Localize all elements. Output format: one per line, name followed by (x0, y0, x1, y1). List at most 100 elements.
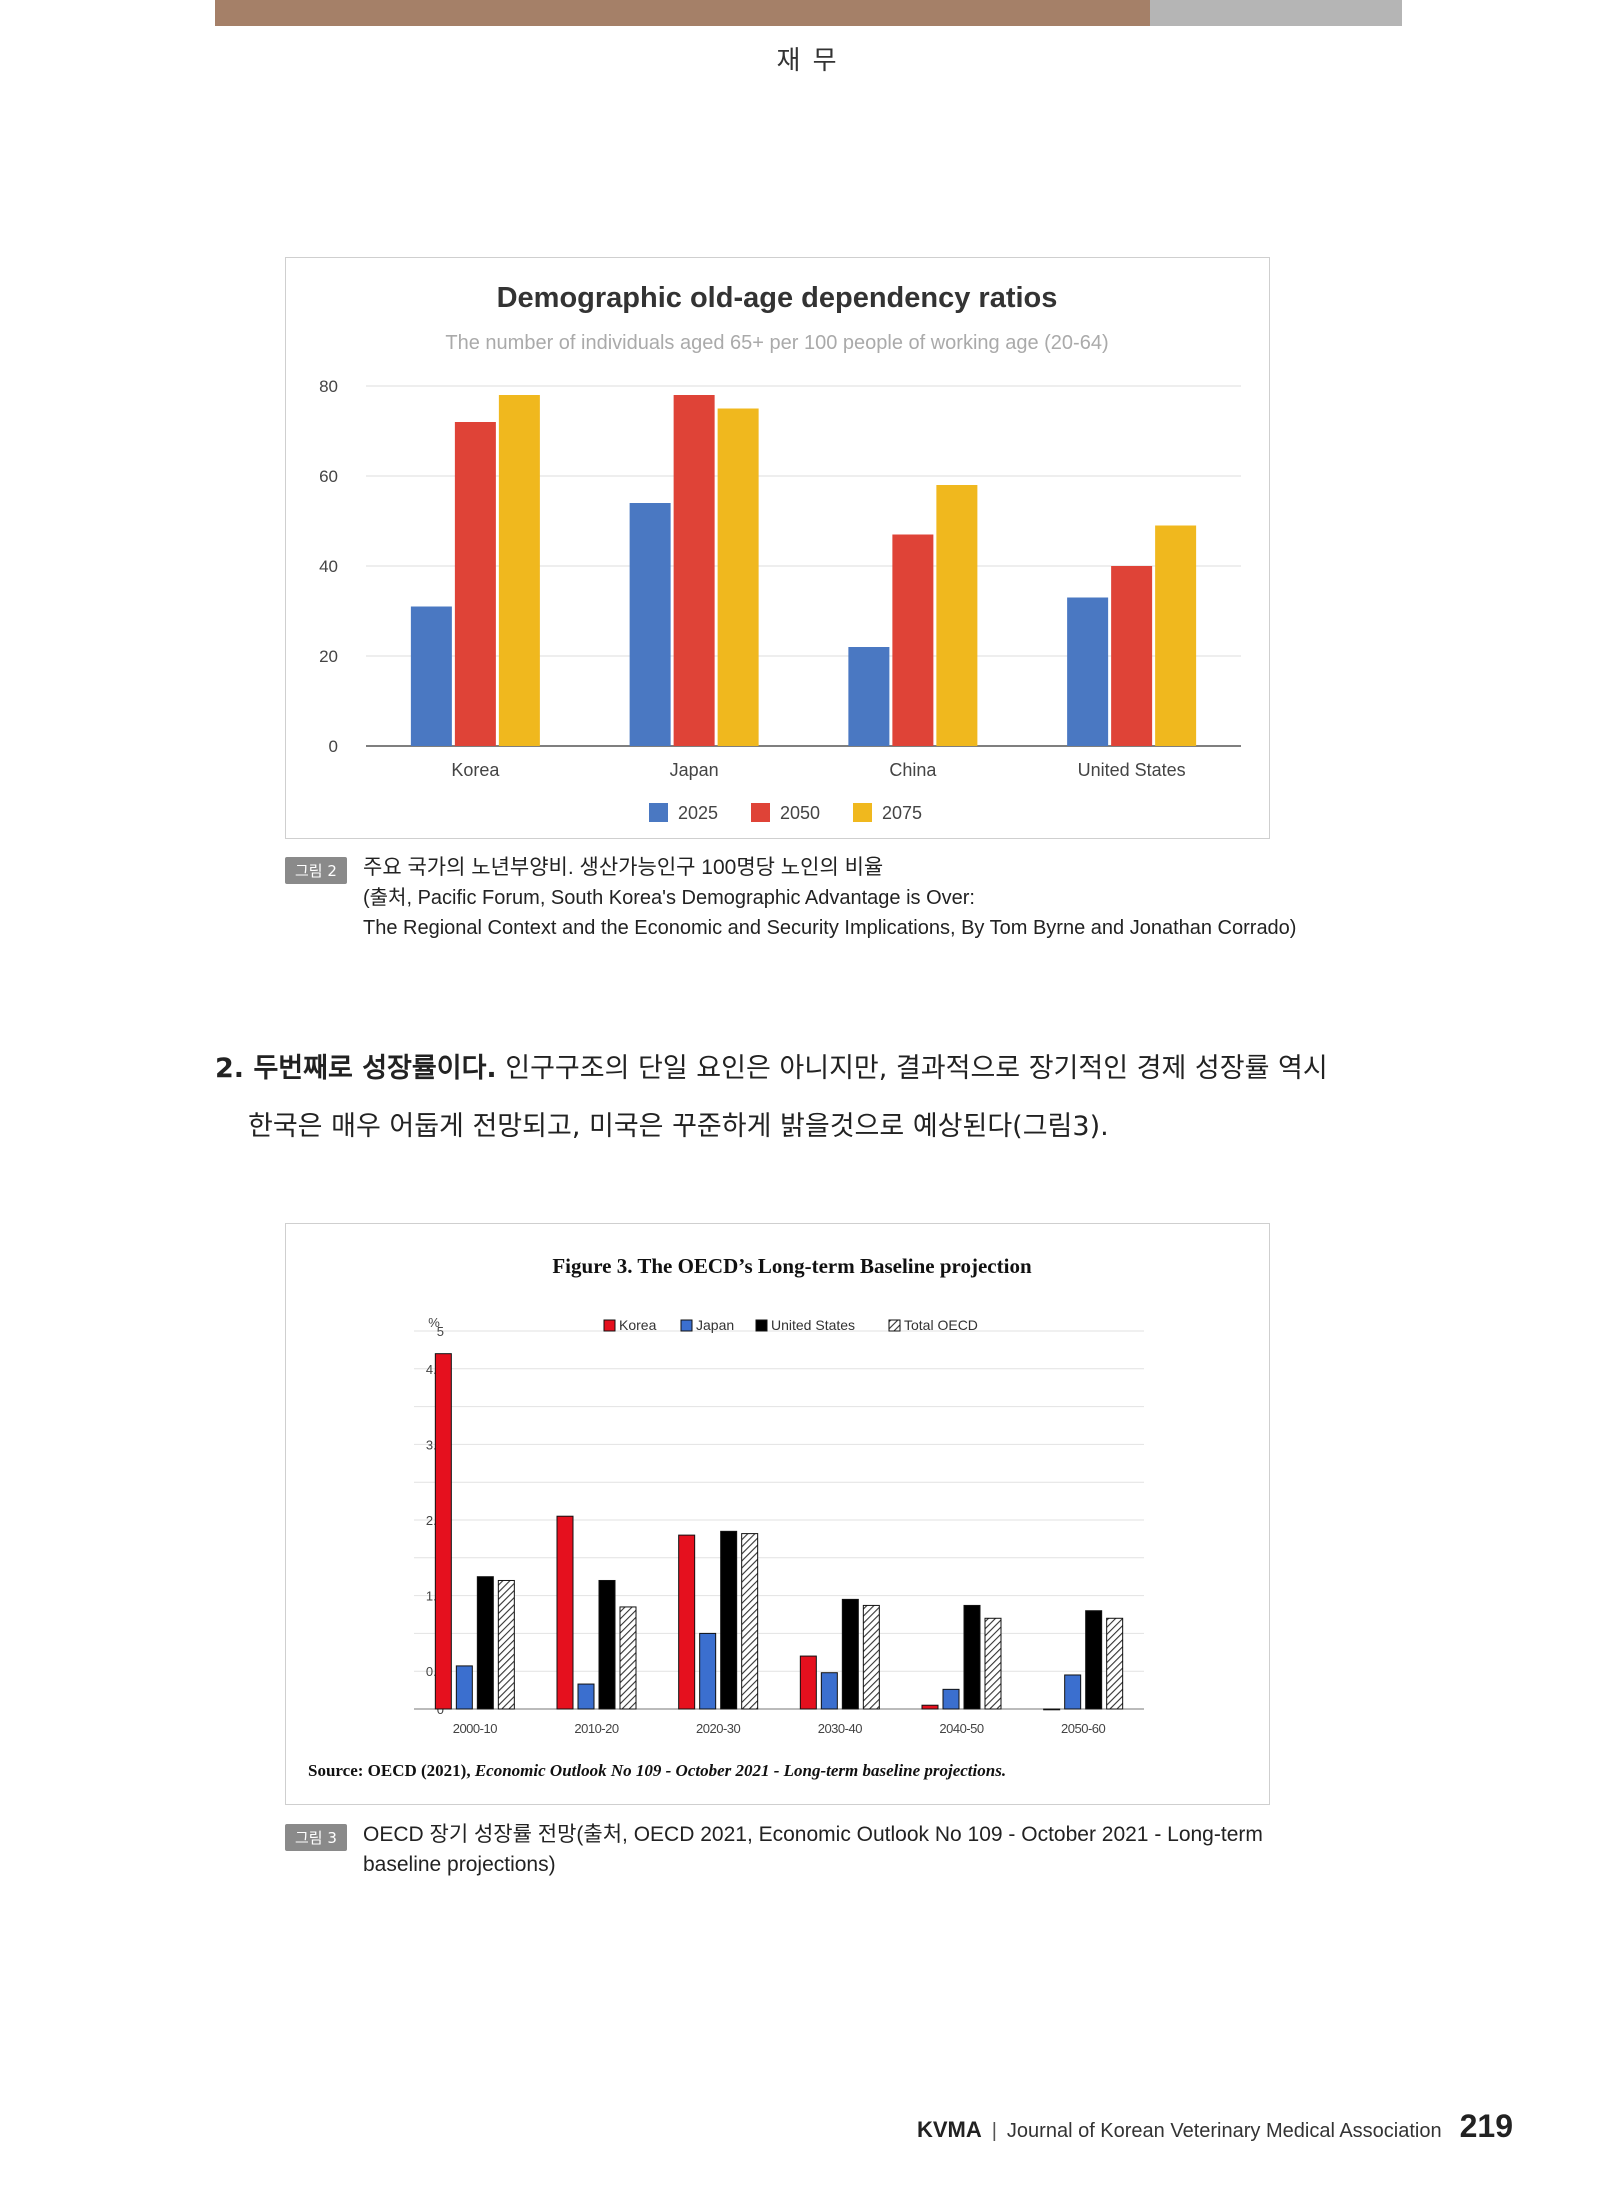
bar-united-states (476, 1576, 494, 1710)
x-tick-label: United States (1078, 760, 1186, 780)
x-tick-label: Japan (670, 760, 719, 780)
legend-swatch (853, 803, 872, 822)
x-tick-label: 2050-60 (1061, 1721, 1105, 1736)
legend-swatch (603, 1319, 616, 1332)
bar-2025 (848, 647, 890, 746)
bar-2075 (498, 395, 540, 746)
page-footer: KVMA | Journal of Korean Veterinary Medi… (917, 2108, 1513, 2145)
caption-line: 주요 국가의 노년부양비. 생산가능인구 100명당 노인의 비율 (363, 856, 884, 879)
caption-text: OECD 장기 성장률 전망(출처, OECD 2021, Economic O… (363, 1820, 1263, 1880)
bar-japan (820, 1672, 838, 1710)
y-tick-label: 20 (319, 647, 338, 666)
figure-dependency-chart: Demographic old-age dependency ratios The… (285, 257, 1270, 839)
paragraph-text: 한국은 매우 어둡게 전망되고, 미국은 꾸준하게 밝을것으로 예상된다(그림3… (248, 1111, 1109, 1142)
legend-label: Korea (619, 1317, 657, 1333)
chart-subtitle: The number of individuals aged 65+ per 1… (445, 332, 1108, 354)
bar-united-states (963, 1604, 981, 1710)
bar-2075 (717, 408, 759, 746)
bar-japan (942, 1688, 960, 1710)
legend-label: Japan (696, 1317, 734, 1333)
footer-brand: KVMA (916, 2117, 982, 2142)
legend-swatch (751, 803, 770, 822)
y-tick-label: 0 (329, 737, 338, 756)
legend-swatch (755, 1319, 768, 1332)
legend-label: United States (771, 1317, 855, 1333)
bar-united-states (598, 1579, 616, 1710)
caption-text: 주요 국가의 노년부양비. 생산가능인구 100명당 노인의 비율 (출처, P… (363, 853, 1296, 943)
bar-total-oecd (1106, 1617, 1124, 1710)
x-tick-label: 2000-10 (453, 1721, 497, 1736)
figure-tag: 그림 2 (285, 857, 347, 884)
bar-korea (556, 1515, 574, 1710)
legend-label: 2075 (882, 803, 922, 823)
dependency-chart-svg: Demographic old-age dependency ratios The… (319, 282, 1241, 823)
body-paragraph: 2. 두번째로 성장률이다. 인구구조의 단일 요인은 아니지만, 결과적으로 … (215, 1040, 1405, 1156)
bar-united-states (720, 1530, 738, 1710)
figure-tag: 그림 3 (285, 1824, 347, 1851)
figure-oecd-chart: Figure 3. The OECD’s Long-term Baseline … (285, 1223, 1270, 1805)
caption-line: (출처, Pacific Forum, South Korea's Demogr… (363, 887, 975, 909)
bar-korea (1043, 1708, 1061, 1711)
legend-label: Total OECD (904, 1317, 978, 1333)
figure2-caption: 그림 2 주요 국가의 노년부양비. 생산가능인구 100명당 노인의 비율 (… (285, 853, 1365, 953)
paragraph-text: 인구구조의 단일 요인은 아니지만, 결과적으로 장기적인 경제 성장률 역시 (496, 1053, 1328, 1084)
paragraph-lead: 2. 두번째로 성장률이다. (215, 1053, 497, 1084)
bar-korea (799, 1655, 817, 1710)
chart-title: Demographic old-age dependency ratios (497, 282, 1058, 314)
legend-swatch (680, 1319, 693, 1332)
bar-2050 (1111, 566, 1153, 746)
bar-united-states (1085, 1610, 1103, 1710)
source-title: Economic Outlook No 109 - October 2021 -… (474, 1761, 1006, 1780)
bar-2075 (1155, 525, 1197, 746)
y-tick-label: 60 (319, 467, 338, 486)
section-title: 재 무 (776, 46, 839, 76)
legend-label: 2050 (780, 803, 820, 823)
x-tick-label: Korea (451, 760, 500, 780)
chart-source-note: Source: OECD (2021), Economic Outlook No… (308, 1761, 1006, 1780)
bar-korea (678, 1534, 696, 1710)
bar-2050 (892, 534, 934, 746)
page-number: 219 (1459, 2108, 1513, 2144)
bar-2050 (673, 395, 715, 746)
y-tick-label: 40 (319, 557, 338, 576)
source-label: Source: OECD (2021), (308, 1761, 475, 1780)
bar-2025 (410, 606, 452, 746)
bar-2025 (629, 503, 671, 746)
bar-2025 (1067, 597, 1109, 746)
bar-total-oecd (984, 1617, 1002, 1710)
oecd-chart-svg: Figure 3. The OECD’s Long-term Baseline … (308, 1254, 1144, 1780)
bar-total-oecd (619, 1606, 637, 1710)
x-tick-label: China (889, 760, 937, 780)
x-tick-label: 2020-30 (696, 1721, 740, 1736)
caption-line: The Regional Context and the Economic an… (363, 917, 1297, 939)
footer-separator: | (991, 2120, 997, 2142)
top-bar-grey-segment (1150, 0, 1402, 26)
y-axis-unit: % (428, 1315, 440, 1330)
bar-japan (699, 1632, 717, 1710)
footer-journal-name: Journal of Korean Veterinary Medical Ass… (1006, 2120, 1442, 2142)
legend-swatch (649, 803, 668, 822)
bar-united-states (841, 1598, 859, 1710)
x-tick-label: 2040-50 (939, 1721, 983, 1736)
y-tick-label: 80 (319, 377, 338, 396)
bar-japan (577, 1683, 595, 1710)
caption-line: baseline projections) (363, 1853, 556, 1876)
top-bar-brown-segment (215, 0, 1150, 26)
top-color-bar (215, 0, 1402, 26)
bar-korea (434, 1353, 452, 1710)
caption-line: OECD 장기 성장률 전망(출처, OECD 2021, Economic O… (363, 1823, 1263, 1846)
bar-total-oecd (862, 1604, 880, 1710)
legend-swatch (888, 1319, 901, 1332)
figure3-caption: 그림 3 OECD 장기 성장률 전망(출처, OECD 2021, Econo… (285, 1820, 1365, 1890)
bar-japan (455, 1665, 473, 1710)
y-tick-label: 5 (437, 1324, 444, 1339)
bar-japan (1064, 1674, 1082, 1710)
chart-title: Figure 3. The OECD’s Long-term Baseline … (552, 1254, 1032, 1278)
bar-total-oecd (497, 1579, 515, 1710)
bar-2050 (454, 422, 496, 746)
bar-2075 (936, 485, 978, 746)
x-tick-label: 2030-40 (818, 1721, 862, 1736)
bar-total-oecd (741, 1533, 759, 1710)
x-tick-label: 2010-20 (574, 1721, 618, 1736)
legend-label: 2025 (678, 803, 718, 823)
